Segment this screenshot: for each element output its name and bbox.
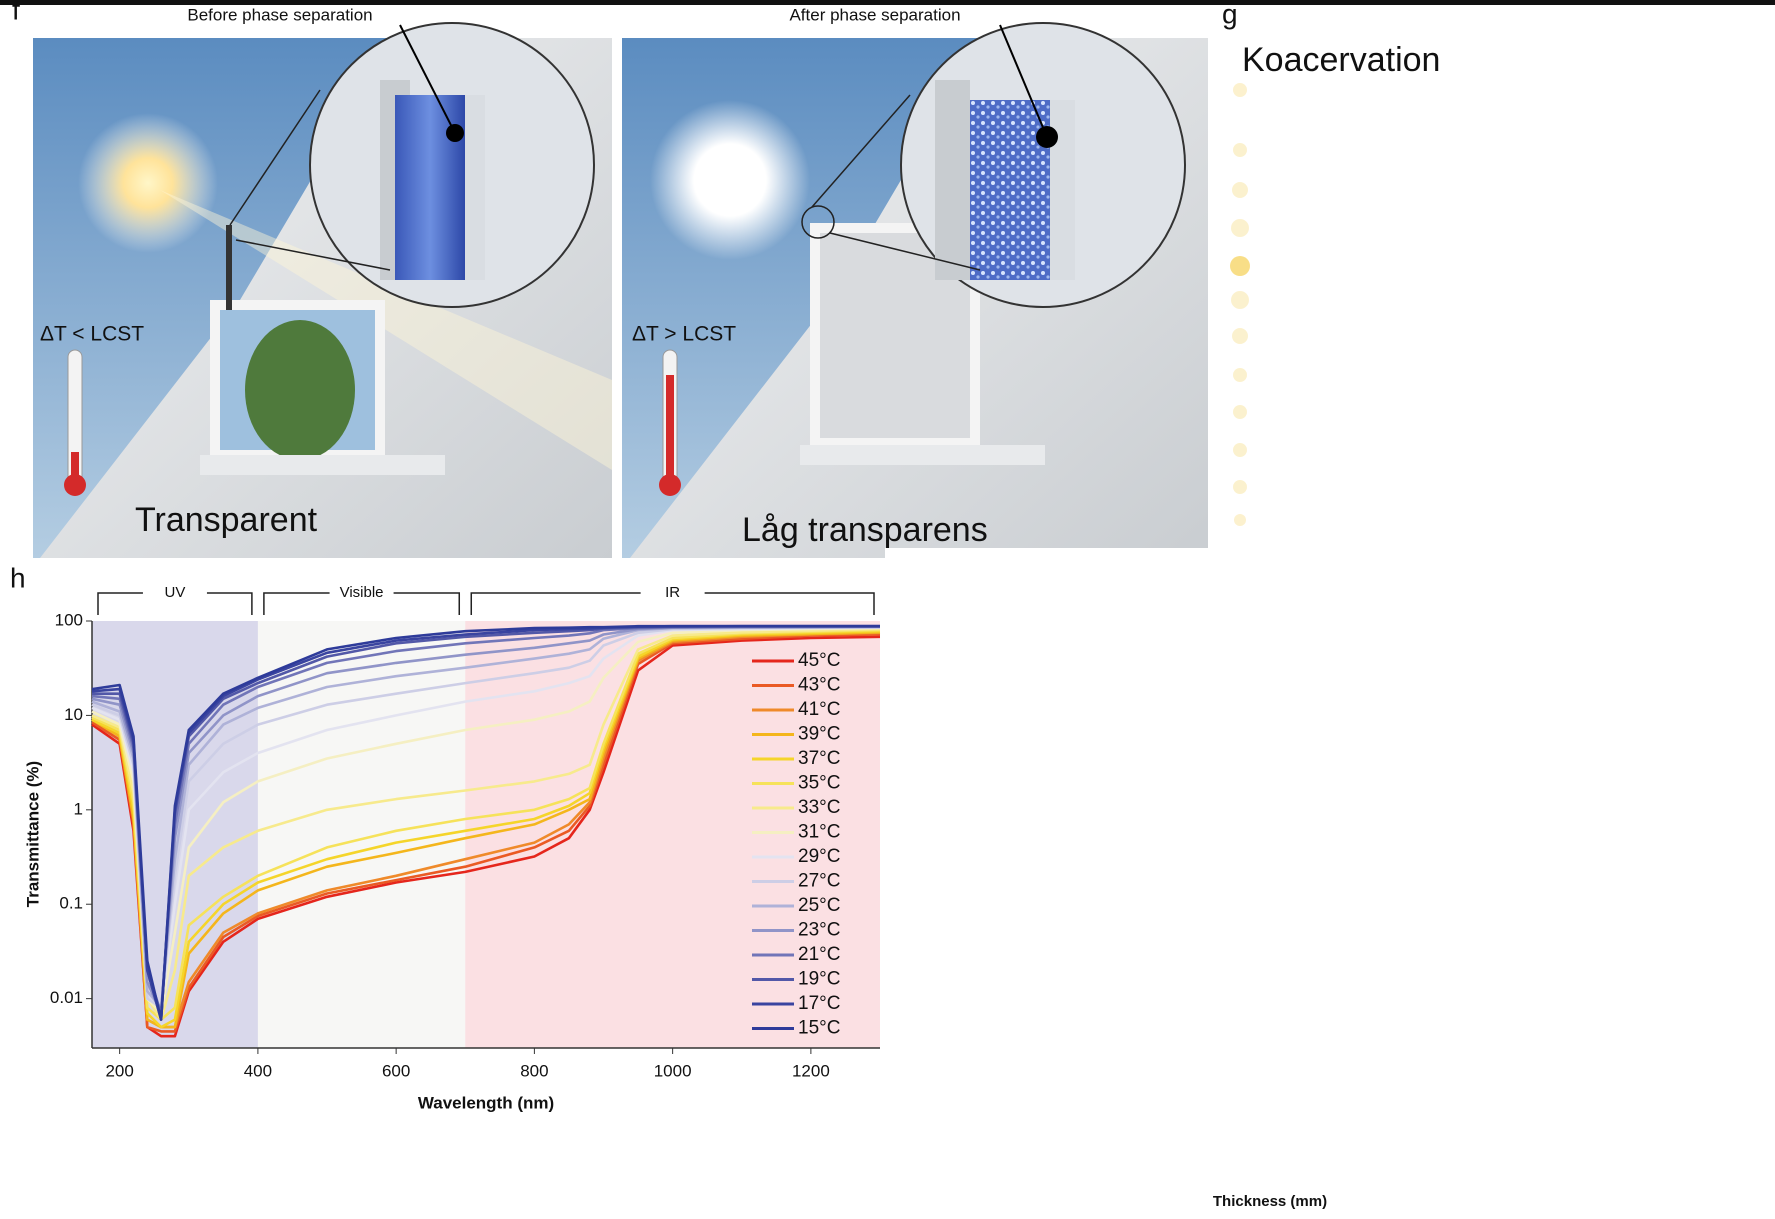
- legend-label: 43°C: [798, 675, 840, 696]
- x-axis-title: Wavelength (nm): [418, 1093, 554, 1112]
- pane-edge: [226, 225, 232, 310]
- state-label: Transparent: [135, 501, 318, 539]
- x-tick-label: 800: [520, 1061, 548, 1080]
- legend-label: 15°C: [798, 1018, 840, 1039]
- panel-heading: After phase separation: [789, 5, 960, 24]
- state-label: Låg transparens: [742, 511, 988, 549]
- condition-label: ΔT > LCST: [632, 323, 736, 346]
- thermometer-bulb: [659, 474, 681, 496]
- legend-label: 23°C: [798, 920, 840, 941]
- x-tick-label: 1000: [654, 1061, 692, 1080]
- y-tick-label: 100: [55, 610, 83, 629]
- glass-layer: [395, 95, 465, 280]
- illustration-after: [622, 23, 1208, 566]
- y-tick-label: 10: [64, 705, 83, 724]
- panel-label: f: [12, 0, 20, 25]
- x-tick-label: 400: [244, 1061, 272, 1080]
- region-label: UV: [165, 584, 186, 601]
- frame-left: [935, 80, 970, 280]
- illustration-before: [33, 23, 612, 558]
- sun: [650, 100, 810, 260]
- legend-label: 19°C: [798, 969, 840, 990]
- axis-label: Thickness (mm): [1213, 1193, 1327, 1210]
- frame-right: [465, 95, 485, 280]
- sill: [800, 445, 1045, 465]
- y-axis-title: Transmittance (%): [23, 761, 42, 907]
- legend-label: 37°C: [798, 748, 840, 769]
- top-bar: [0, 0, 1775, 5]
- region-label: Visible: [340, 584, 384, 601]
- condition-label: ΔT < LCST: [40, 323, 144, 346]
- legend-label: 35°C: [798, 773, 840, 794]
- glass-layer: [970, 100, 1050, 280]
- legend-label: 41°C: [798, 699, 840, 720]
- panel-heading: Before phase separation: [187, 5, 372, 24]
- legend-label: 29°C: [798, 846, 840, 867]
- tree: [245, 320, 355, 460]
- x-tick-label: 1200: [792, 1061, 830, 1080]
- x-tick-label: 200: [105, 1061, 133, 1080]
- legend-label: 33°C: [798, 797, 840, 818]
- legend-label: 31°C: [798, 822, 840, 843]
- panel-label: h: [10, 562, 26, 593]
- thermometer-bulb: [64, 474, 86, 496]
- region-label: IR: [665, 584, 680, 601]
- chart: UV Visible IR 100 10 1 0.1 0.01 200 400 600 800 1000…: [50, 584, 880, 1081]
- mask: [885, 548, 1208, 566]
- panel-label: g: [1222, 0, 1238, 29]
- legend-label: 25°C: [798, 895, 840, 916]
- x-tick-label: 600: [382, 1061, 410, 1080]
- sun-column: [1230, 83, 1250, 526]
- legend-label: 45°C: [798, 650, 840, 671]
- legend-label: 21°C: [798, 944, 840, 965]
- legend-label: 17°C: [798, 993, 840, 1014]
- figure: f Before phase separation After phase se…: [0, 0, 1775, 1219]
- legend-label: 39°C: [798, 724, 840, 745]
- panel-title: Koacervation: [1242, 41, 1440, 79]
- sun: [78, 113, 218, 253]
- sill: [200, 455, 445, 475]
- thermometer-level: [666, 375, 674, 485]
- y-tick-label: 1: [74, 799, 83, 818]
- y-tick-label: 0.1: [59, 894, 83, 913]
- y-tick-label: 0.01: [50, 988, 83, 1007]
- frame-right: [1050, 100, 1075, 280]
- legend-label: 27°C: [798, 871, 840, 892]
